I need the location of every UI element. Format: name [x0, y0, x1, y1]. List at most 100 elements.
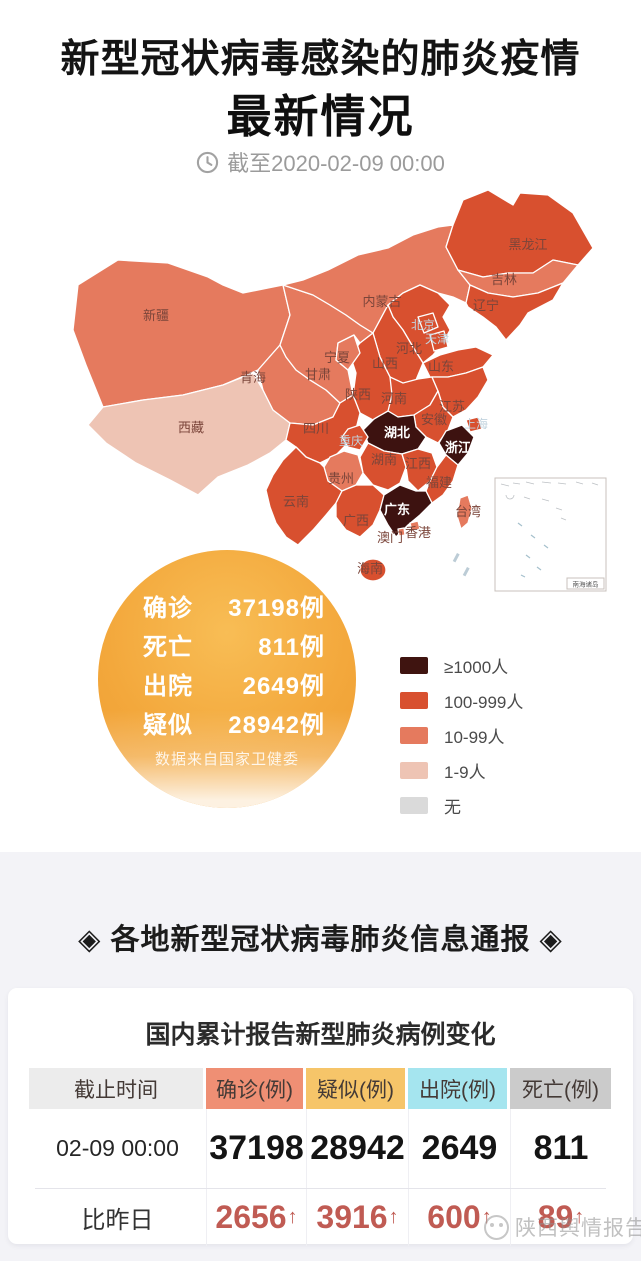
legend-row: 10-99人	[400, 718, 523, 753]
cell-time: 02-09 00:00	[56, 1135, 179, 1161]
table-row-delta: 比昨日 2656 ↑ 3916 ↑ 600 ↑ 89 ↑	[29, 1189, 612, 1246]
data-source-note: 数据来自国家卫健委	[154, 751, 299, 768]
province-label: 辽宁	[473, 298, 499, 313]
stat-label: 死亡	[143, 634, 193, 661]
province-label: 江苏	[439, 399, 465, 414]
up-arrow-icon: ↑	[287, 1206, 298, 1228]
province-label: 新疆	[143, 308, 169, 323]
delta-value: 3916	[316, 1199, 388, 1235]
legend-row: 无	[400, 788, 523, 823]
stat-value: 2649例	[242, 673, 325, 700]
province-label: 海南	[357, 561, 383, 576]
cell-delta-confirmed: 2656 ↑	[206, 1189, 306, 1246]
cell-suspected: 28942	[306, 1109, 408, 1188]
col-header-suspected: 疑似(例)	[306, 1068, 408, 1109]
region-hongkong	[409, 520, 421, 532]
province-label: 广西	[343, 513, 369, 528]
up-arrow-icon: ↑	[574, 1206, 585, 1228]
province-chongqing	[341, 424, 369, 451]
legend-swatch-salmon	[400, 727, 428, 744]
province-label: 澳门	[377, 530, 403, 545]
cell-recovered: 2649	[408, 1109, 510, 1188]
col-header-confirmed: 确诊(例)	[206, 1068, 306, 1109]
province-label: 内蒙古	[362, 294, 401, 309]
legend-swatch-pale	[400, 762, 428, 779]
timestamp-label: 截至2020-02-09 00:00	[227, 151, 445, 176]
province-label: 北京	[411, 318, 435, 332]
legend-label: 无	[444, 798, 461, 817]
province-label: 甘肃	[305, 367, 331, 382]
province-label: 四川	[303, 421, 329, 436]
inset-label: 南海诸岛	[573, 580, 599, 589]
delta-value: 2656	[215, 1199, 287, 1235]
province-label: 山东	[428, 359, 454, 374]
row-divider	[35, 1188, 606, 1189]
province-label: 天津	[425, 332, 449, 346]
province-zhejiang	[438, 424, 475, 466]
province-shanghai	[465, 416, 483, 433]
province-label: 湖南	[371, 452, 397, 467]
province-label: 青海	[240, 370, 266, 385]
page-title-line2: 最新情况	[226, 91, 415, 142]
legend-swatch-dark	[400, 657, 428, 674]
province-label: 江西	[405, 456, 431, 471]
stat-row-recovered: 出院 2649例	[143, 666, 325, 705]
stat-value: 811例	[258, 634, 325, 661]
cases-table: 截止时间 确诊(例) 疑似(例) 出院(例) 死亡(例) 02-09 00:00…	[29, 1068, 612, 1246]
province-label: 湖北	[384, 425, 410, 440]
cell-delta-deaths: 89 ↑	[510, 1189, 611, 1246]
legend-label: ≥1000人	[444, 658, 509, 677]
table-header-row: 截止时间 确诊(例) 疑似(例) 出院(例) 死亡(例)	[29, 1068, 612, 1109]
province-beijing	[417, 312, 439, 334]
stat-row-deaths: 死亡 811例	[143, 627, 325, 666]
legend-label: 100-999人	[444, 693, 524, 712]
cell-confirmed: 37198	[206, 1109, 306, 1188]
legend-swatch-red	[400, 692, 428, 709]
province-neimenggu	[282, 224, 471, 334]
stat-label: 确诊	[143, 595, 193, 622]
province-label: 安徽	[421, 412, 447, 427]
legend-swatch-gray	[400, 797, 428, 814]
province-tianjin	[429, 330, 449, 352]
table-title: 国内累计报告新型肺炎病例变化	[145, 1021, 496, 1049]
province-label: 黑龙江	[508, 237, 547, 252]
province-xizang	[87, 372, 291, 496]
stat-row-confirmed: 确诊 37198例	[143, 588, 325, 627]
watermark-text: 陕西舆情报告	[515, 1217, 641, 1240]
legend-row: ≥1000人	[400, 648, 523, 683]
timestamp-row: 截至2020-02-09 00:00	[0, 146, 641, 178]
province-label: 山西	[372, 356, 398, 371]
col-header-deaths: 死亡(例)	[510, 1068, 611, 1109]
china-choropleth-map: 南海诸岛 新疆 西藏 青海 甘肃 内蒙古 黑龙江 吉林 辽宁 河北 北京 天津 …	[56, 183, 614, 613]
stat-value: 37198例	[228, 595, 325, 622]
province-taiwan	[456, 494, 473, 530]
province-ningxia	[335, 334, 361, 371]
map-legend: ≥1000人 100-999人 10-99人 1-9人 无	[400, 648, 523, 823]
totals-rows: 确诊 37198例 死亡 811例 出院 2649例 疑似 28942例	[143, 588, 325, 744]
report-section: ◈ 各地新型冠状病毒肺炎信息通报 ◈ 国内累计报告新型肺炎病例变化 截止时间 确…	[0, 852, 641, 1261]
sea-islet	[462, 566, 470, 577]
province-label: 河南	[381, 391, 407, 406]
stat-value: 28942例	[228, 712, 325, 739]
province-label: 云南	[283, 494, 309, 509]
cell-delta-label: 比昨日	[81, 1207, 154, 1234]
legend-row: 100-999人	[400, 683, 523, 718]
watermark: 陕西舆情报告	[484, 1212, 641, 1242]
province-label: 河北	[396, 341, 422, 356]
cell-deaths: 811	[510, 1109, 611, 1188]
sea-islet	[452, 552, 460, 563]
region-macau	[397, 527, 406, 537]
totals-circle: 确诊 37198例 死亡 811例 出院 2649例 疑似 28942例 数据来…	[98, 550, 356, 808]
section-heading: ◈ 各地新型冠状病毒肺炎信息通报 ◈	[78, 924, 563, 956]
province-label: 宁夏	[324, 350, 350, 365]
province-label: 贵州	[328, 471, 354, 486]
legend-row: 1-9人	[400, 753, 523, 788]
province-label: 陕西	[345, 387, 371, 402]
delta-value: 89	[537, 1199, 574, 1235]
delta-value: 600	[427, 1199, 481, 1235]
stat-row-suspected: 疑似 28942例	[143, 705, 325, 744]
province-label: 上海	[464, 416, 488, 431]
hero-section: 新型冠状病毒感染的肺炎疫情 最新情况 截至2020-02-09 00:00	[0, 38, 641, 823]
province-liaoning	[465, 282, 564, 341]
